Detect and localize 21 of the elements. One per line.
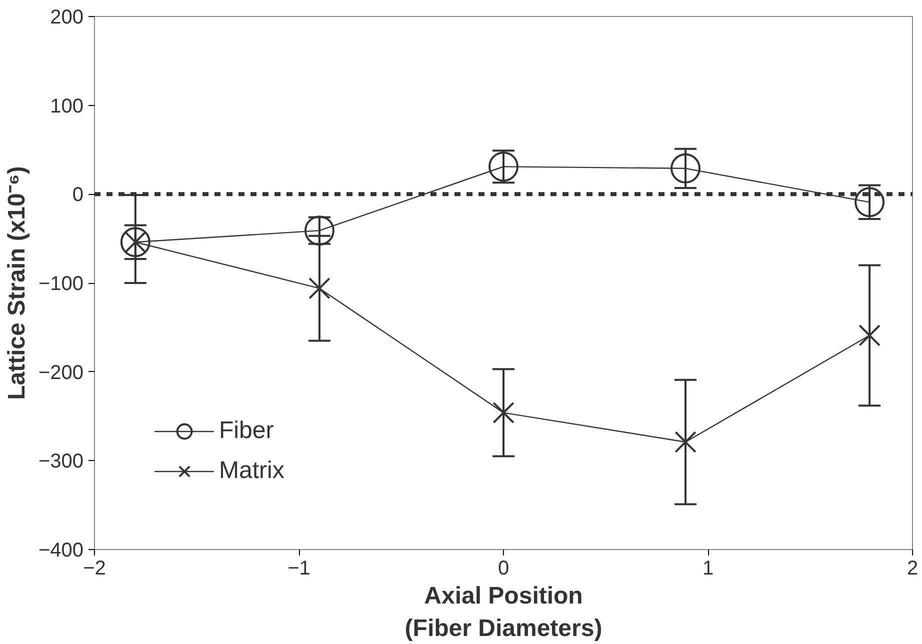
x-tick-label: 2 <box>906 558 918 580</box>
legend-label: Fiber <box>219 417 274 445</box>
x-tick-label: 1 <box>702 558 714 580</box>
y-tick-label: 100 <box>50 95 84 118</box>
legend-label: Matrix <box>219 457 284 485</box>
y-tick-label: 0 <box>72 184 84 206</box>
point <box>858 324 880 346</box>
y-tick-label: −100 <box>38 273 84 295</box>
y-tick-label: −200 <box>38 362 84 384</box>
x-axis-title: Axial Position (Fiber Diameters) <box>404 582 602 642</box>
point <box>674 431 696 453</box>
y-tick-label: −300 <box>38 450 84 473</box>
y-axis-title: Lattice Strain (x10⁻⁶) <box>3 166 30 400</box>
point <box>308 277 330 300</box>
x-tick-label: −1 <box>288 558 310 580</box>
y-tick-label: −400 <box>38 540 84 562</box>
point <box>492 402 514 424</box>
y-tick-label: 200 <box>50 6 84 28</box>
x-tick-label: −2 <box>83 558 106 580</box>
point <box>670 153 701 184</box>
x-tick-label: 0 <box>498 558 510 580</box>
